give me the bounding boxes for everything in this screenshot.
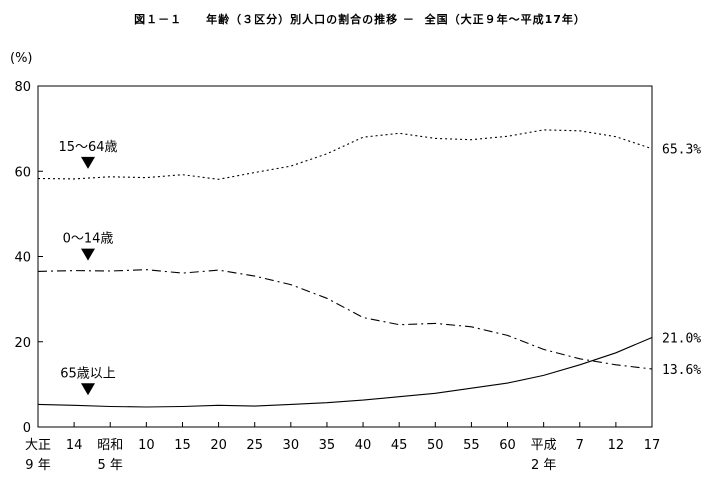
y-tick-label: 60	[14, 165, 31, 180]
x-tick-label: 55	[463, 438, 480, 453]
x-tick-label: 30	[283, 438, 300, 453]
x-tick-label-line2: 5 年	[98, 458, 123, 473]
x-tick-label: 10	[138, 438, 155, 453]
annotation-label-0: 15～64歳	[58, 140, 117, 155]
x-tick-label: 25	[246, 438, 263, 453]
y-tick-label: 40	[14, 251, 31, 266]
x-tick-label: 大正	[25, 438, 51, 453]
series-end-label-1: 13.6%	[662, 363, 701, 378]
series-end-label-2: 21.0%	[662, 331, 701, 346]
x-tick-label: 7	[576, 438, 584, 453]
x-tick-label-line2: 9 年	[25, 458, 50, 473]
series-end-label-0: 65.3%	[662, 143, 701, 158]
chart-title: 図１－１ 年齢（３区分）別人口の割合の推移 － 全国（大正９年～平成17年）	[134, 13, 586, 26]
x-tick-label: 15	[174, 438, 191, 453]
x-tick-label: 45	[391, 438, 408, 453]
plot-area-frame	[37, 85, 653, 428]
annotation-marker-1	[81, 248, 95, 261]
y-axis-unit-label: (%)	[10, 51, 33, 66]
x-tick-label-line2: 2 年	[531, 458, 556, 473]
annotation-marker-0	[81, 156, 95, 169]
x-tick-label: 35	[319, 438, 336, 453]
x-tick-label: 14	[66, 438, 83, 453]
chart-marks: 0 20 40 60 80 大正 9 年 14 昭和 5 年 10 15 20 25 30 35 40 45 50 5…	[14, 80, 701, 473]
x-tick-label: 17	[644, 438, 661, 453]
annotation-label-2: 65歳以上	[60, 366, 116, 381]
x-tick-label: 40	[355, 438, 372, 453]
y-tick-label: 0	[23, 421, 31, 436]
x-tick-label: 平成	[531, 438, 557, 453]
y-tick-label: 20	[14, 336, 31, 351]
series-line-0	[37, 129, 653, 180]
x-tick-label: 20	[210, 438, 227, 453]
x-tick-label: 60	[499, 438, 516, 453]
series-line-2	[37, 336, 653, 408]
x-tick-label: 昭和	[97, 438, 123, 453]
x-tick-label: 12	[608, 438, 625, 453]
y-tick-label: 80	[14, 80, 31, 95]
series-line-1	[37, 269, 653, 370]
annotation-marker-2	[81, 383, 95, 396]
x-tick-label: 50	[427, 438, 444, 453]
annotation-label-1: 0～14歳	[63, 232, 114, 247]
